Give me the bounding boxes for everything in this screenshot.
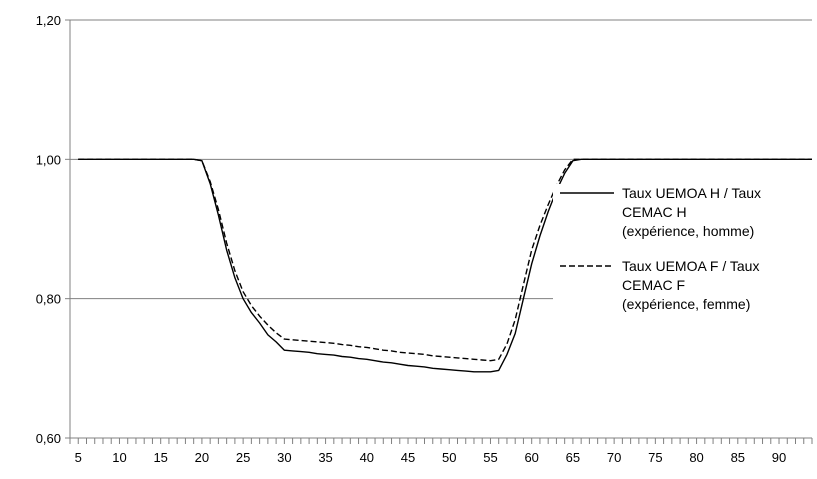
legend-entry-1-line: CEMAC H bbox=[622, 204, 687, 220]
x-axis-tick-labels: 5 10 15 20 25 30 35 40 45 50 55 60 65 70 75 80 85 90 bbox=[75, 450, 787, 465]
x-tick-label: 65 bbox=[566, 450, 580, 465]
x-tick-label: 50 bbox=[442, 450, 456, 465]
y-tick-label: 1,00 bbox=[36, 152, 61, 167]
legend-background bbox=[553, 257, 816, 316]
y-tick-label: 0,80 bbox=[36, 292, 61, 307]
legend-entry-1-line: (expérience, homme) bbox=[622, 223, 754, 239]
x-axis-ticks bbox=[69, 438, 813, 444]
legend: Taux UEMOA H / Taux CEMAC H (expérience, h… bbox=[553, 184, 816, 316]
x-tick-label: 10 bbox=[112, 450, 126, 465]
legend-entry-1-line: Taux UEMOA H / Taux bbox=[622, 185, 761, 201]
x-tick-label: 30 bbox=[277, 450, 291, 465]
x-tick-label: 20 bbox=[195, 450, 209, 465]
legend-entry-2-line: Taux UEMOA F / Taux bbox=[622, 258, 759, 274]
x-tick-label: 45 bbox=[401, 450, 415, 465]
x-tick-label: 75 bbox=[648, 450, 662, 465]
series-line-2 bbox=[78, 158, 812, 362]
x-tick-label: 60 bbox=[524, 450, 538, 465]
x-tick-label: 70 bbox=[607, 450, 621, 465]
x-tick-label: 35 bbox=[318, 450, 332, 465]
legend-entry-2-line: CEMAC F bbox=[622, 277, 685, 293]
x-tick-label: 80 bbox=[689, 450, 703, 465]
y-tick-label: 1,20 bbox=[36, 13, 61, 28]
x-tick-label: 40 bbox=[360, 450, 374, 465]
x-tick-label: 90 bbox=[772, 450, 786, 465]
x-tick-label: 85 bbox=[731, 450, 745, 465]
x-tick-label: 5 bbox=[75, 450, 82, 465]
y-tick-label: 0,60 bbox=[36, 431, 61, 446]
x-tick-label: 15 bbox=[153, 450, 167, 465]
x-tick-label: 55 bbox=[483, 450, 497, 465]
legend-entry-2-line: (expérience, femme) bbox=[622, 296, 750, 312]
x-tick-label: 25 bbox=[236, 450, 250, 465]
y-axis-tick-labels: 0,60 0,80 1,00 1,20 bbox=[36, 13, 61, 446]
series-lines bbox=[78, 158, 812, 373]
y-axis-ticks bbox=[65, 19, 70, 439]
legend-background bbox=[553, 184, 816, 243]
